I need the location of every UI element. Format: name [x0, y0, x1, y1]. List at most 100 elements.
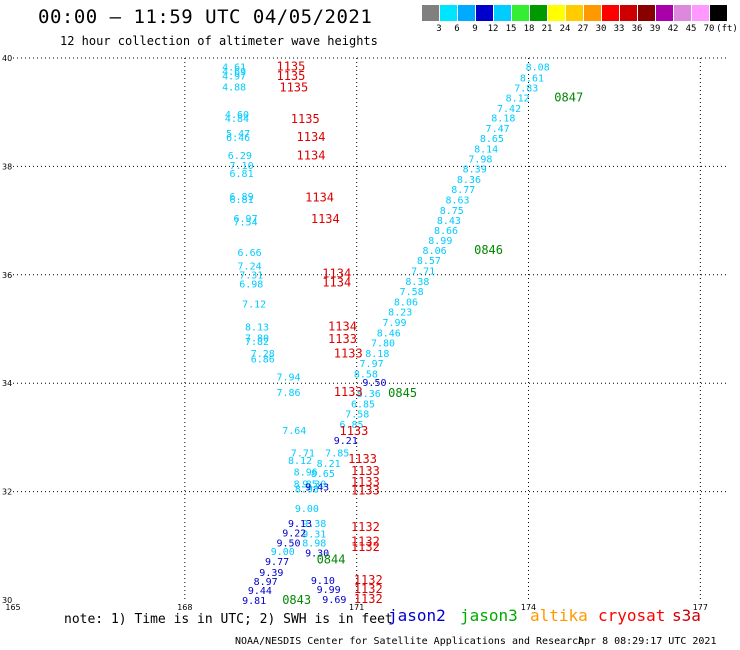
- pass-time-label: 1134: [311, 212, 340, 226]
- wave-height-label: 9.50: [276, 539, 300, 550]
- wave-height-label: 8.98: [295, 484, 319, 495]
- wave-height-label: 7.42: [497, 104, 521, 115]
- y-tick-label: 30: [2, 596, 12, 605]
- pass-time-label: 1133: [328, 332, 357, 346]
- color-swatch: [584, 5, 601, 21]
- color-swatch: [422, 5, 439, 21]
- wave-height-label: 8.66: [434, 226, 458, 237]
- wave-height-label: 9.22: [282, 528, 306, 539]
- wave-height-label: 7.28: [251, 349, 275, 360]
- wave-height-label: 8.23: [388, 308, 412, 319]
- pass-time-label: 1132: [351, 534, 380, 548]
- color-swatch: [530, 5, 547, 21]
- pass-time-label: 1134: [322, 275, 351, 289]
- color-swatch: [602, 5, 619, 21]
- x-tick-label: 177: [693, 603, 708, 612]
- wave-height-label: 7.64: [282, 426, 306, 437]
- color-scale-label: 45: [685, 24, 697, 34]
- wave-height-label: 5.47: [226, 129, 250, 140]
- color-swatch: [674, 5, 691, 21]
- pass-time-label: 1134: [297, 149, 326, 163]
- color-swatch: [476, 5, 493, 21]
- wave-height-label: 6.98: [239, 279, 263, 290]
- wave-height-label: 7.24: [238, 262, 262, 273]
- wave-height-label: 8.58: [354, 369, 378, 380]
- wave-height-label: 8.08: [526, 63, 550, 74]
- pass-time-label: 1132: [351, 540, 380, 554]
- wave-height-label: 8.43: [437, 216, 461, 227]
- pass-time-label: 1132: [351, 520, 380, 534]
- wave-height-label: 9.50: [362, 378, 386, 389]
- wave-height-label: 8.99: [428, 236, 452, 247]
- pass-time-label: 1132: [354, 582, 383, 596]
- wave-height-label: 9.21: [334, 436, 358, 447]
- pass-time-label: 0847: [554, 91, 583, 105]
- wave-height-label: 8.12: [288, 456, 312, 467]
- pass-time-label: 0845: [388, 386, 417, 400]
- color-scale-label: 70: [703, 24, 715, 34]
- legend-entry-jason2: jason2: [388, 606, 446, 625]
- pass-time-label: 1135: [291, 112, 320, 126]
- satellite-legend: jason2 jason3 altika cryosat s3a: [0, 606, 740, 630]
- wave-height-label: 4.88: [222, 83, 246, 94]
- wave-height-label: 4.84: [225, 114, 249, 125]
- wave-height-label: 6.85: [339, 420, 363, 431]
- wave-height-label: 7.85: [325, 449, 349, 460]
- wave-height-label: 8.36: [357, 389, 381, 400]
- wave-height-label: 8.57: [417, 256, 441, 267]
- wave-height-label: 7.94: [276, 373, 300, 384]
- pass-time-label: 1133: [334, 346, 363, 360]
- wave-height-label: 9.00: [271, 547, 295, 558]
- x-tick-label: 165: [5, 603, 20, 612]
- wave-height-label: 6.89: [230, 192, 254, 203]
- pass-time-label: 1133: [339, 424, 368, 438]
- wave-height-label: 7.98: [468, 154, 492, 165]
- legend-entry-jason3: jason3: [460, 606, 518, 625]
- color-scale-label: 30: [595, 24, 607, 34]
- wave-height-label: 4.60: [225, 110, 249, 121]
- y-tick-label: 36: [2, 271, 12, 280]
- color-scale-label: 36: [631, 24, 643, 34]
- pass-time-label: 1134: [322, 267, 351, 281]
- wave-height-label: 8.18: [365, 349, 389, 360]
- wave-height-label: 6.85: [351, 399, 375, 410]
- pass-time-label: 1132: [354, 573, 383, 587]
- wave-height-label: 9.81: [242, 596, 266, 607]
- wave-height-label: 8.65: [311, 469, 335, 480]
- wave-height-label: 6.97: [234, 214, 258, 225]
- color-swatch: [620, 5, 637, 21]
- wave-height-label: 6.29: [228, 151, 252, 162]
- wave-height-label: 9.99: [317, 585, 341, 596]
- y-tick-label: 32: [2, 488, 12, 497]
- wave-height-label: 8.65: [480, 134, 504, 145]
- color-swatch: [692, 5, 709, 21]
- pass-time-label: 1133: [351, 464, 380, 478]
- color-scale-label: 9: [472, 24, 478, 34]
- x-tick-label: 174: [521, 603, 536, 612]
- color-swatch: [656, 5, 673, 21]
- legend-entry-altika: altika: [530, 606, 588, 625]
- wave-height-label: 7.86: [276, 388, 300, 399]
- wave-height-label: 7.80: [371, 339, 395, 350]
- wave-height-label: 9.30: [302, 479, 326, 490]
- color-scale-label: 21: [541, 24, 553, 34]
- pass-time-label: 0846: [474, 243, 503, 257]
- color-swatch: [458, 5, 475, 21]
- credit-line: NOAA/NESDIS Center for Satellite Applica…: [235, 636, 585, 647]
- color-swatch: [710, 5, 727, 21]
- wave-height-label: 6.46: [226, 133, 250, 144]
- pass-time-label: 1135: [279, 80, 308, 94]
- wave-height-label: 6.86: [251, 354, 275, 365]
- wave-height-label: 8.13: [245, 322, 269, 333]
- color-scale-label: 12: [487, 24, 499, 34]
- legend-entry-s3a: s3a: [672, 606, 701, 625]
- wave-height-label: 9.31: [302, 529, 326, 540]
- wave-height-label: 7.12: [242, 300, 266, 311]
- pass-time-label: 1133: [334, 385, 363, 399]
- wave-height-label: 7.58: [345, 410, 369, 421]
- color-swatch: [512, 5, 529, 21]
- wave-height-label: 8.39: [463, 165, 487, 176]
- color-swatch: [566, 5, 583, 21]
- wave-height-label: 9.77: [265, 557, 289, 568]
- pass-time-label: 0843: [282, 593, 311, 607]
